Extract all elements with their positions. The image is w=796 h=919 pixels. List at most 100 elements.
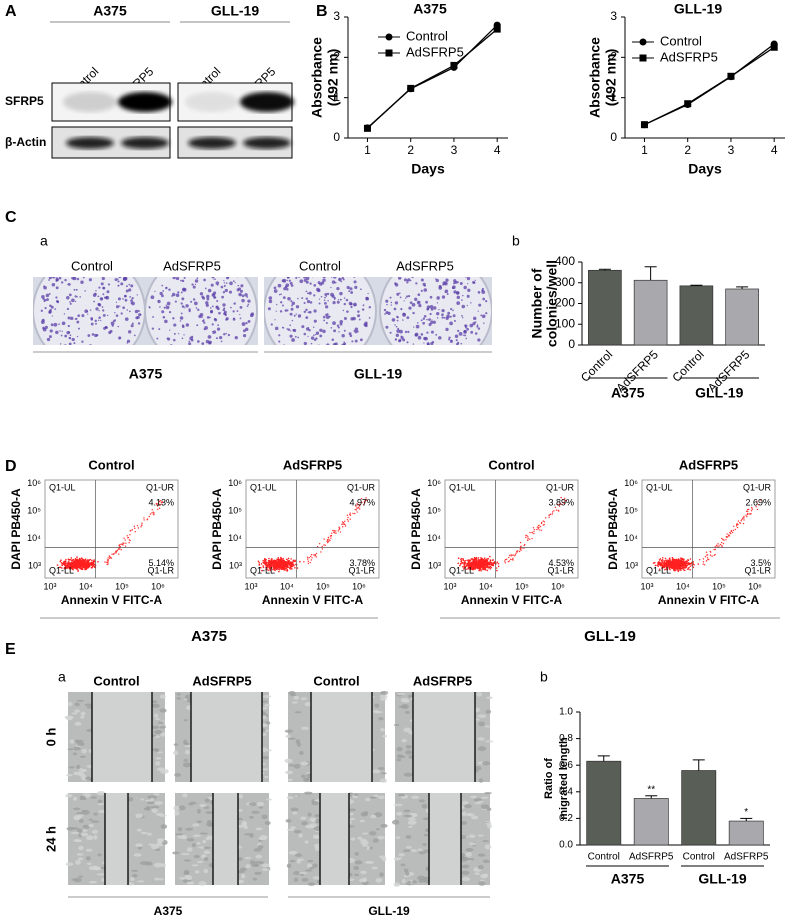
- cell: [293, 830, 302, 834]
- colony-dot: [222, 308, 225, 312]
- event-dot: [129, 534, 131, 536]
- event-dot: [273, 559, 275, 562]
- event-dot: [675, 565, 678, 567]
- colony-dot: [85, 273, 88, 276]
- event-dot: [290, 564, 293, 566]
- cell: [353, 865, 360, 871]
- event-dot: [487, 567, 490, 569]
- band: [185, 92, 239, 112]
- colony-dot: [394, 338, 398, 341]
- event-dot: [461, 557, 463, 560]
- colony-dot: [165, 345, 168, 348]
- cell: [150, 805, 160, 809]
- colony-dot: [201, 342, 205, 345]
- event-dot: [504, 558, 507, 561]
- well: [264, 277, 377, 345]
- cell: [252, 877, 258, 881]
- event-dot: [704, 555, 707, 558]
- colony-dot: [123, 273, 125, 275]
- colony-dot: [348, 269, 350, 271]
- event-dot: [527, 537, 529, 540]
- event-dot: [496, 561, 499, 563]
- band: [121, 137, 169, 149]
- colony-dot: [173, 345, 175, 347]
- cell: [182, 793, 188, 798]
- event-dot: [342, 526, 344, 528]
- cell: [418, 879, 425, 883]
- percent-label: 3.78%: [349, 558, 375, 568]
- event-dot: [339, 531, 342, 533]
- colony-dot: [196, 277, 199, 280]
- cell: [192, 823, 200, 827]
- colony-dot: [407, 330, 410, 334]
- event-dot: [282, 564, 284, 567]
- event-dot: [477, 567, 480, 569]
- event-dot: [728, 535, 731, 537]
- event-dot: [274, 567, 277, 570]
- colony-dot: [177, 332, 180, 335]
- colony-dot: [438, 308, 440, 311]
- annotation: **: [647, 784, 655, 795]
- colony-dot: [82, 277, 85, 279]
- colony-dot: [100, 319, 102, 322]
- cell: [401, 738, 407, 743]
- cell: [186, 838, 195, 842]
- colony-dot: [293, 270, 295, 272]
- colony-dot: [319, 334, 323, 338]
- event-dot: [661, 567, 663, 570]
- cell: [242, 820, 247, 826]
- plot-title: AdSFRP5: [679, 457, 738, 472]
- colony-dot: [319, 328, 323, 332]
- event-dot: [726, 533, 728, 535]
- cell: [239, 867, 247, 872]
- colony-dot: [90, 317, 94, 320]
- colony-dot: [313, 284, 317, 287]
- cell: [78, 875, 84, 878]
- cell: [244, 856, 251, 860]
- y-label: DAPI PB450-A: [409, 488, 423, 570]
- colony-dot: [395, 333, 400, 337]
- event-dot: [496, 569, 498, 572]
- colony-dot: [79, 296, 81, 298]
- colony-dot: [305, 277, 310, 281]
- colony-dot: [204, 346, 207, 349]
- percent-label: 4.53%: [548, 558, 574, 568]
- colony-dot: [70, 316, 74, 321]
- cell: [73, 838, 82, 842]
- event-dot: [721, 544, 723, 547]
- event-dot: [106, 561, 109, 564]
- event-dot: [714, 548, 717, 550]
- colony-dot: [134, 309, 139, 314]
- colony-dot: [423, 342, 425, 344]
- event-dot: [265, 564, 267, 566]
- percent-label: 3.5%: [750, 558, 771, 568]
- cell: [403, 868, 409, 873]
- event-dot: [277, 560, 279, 563]
- cell: [191, 864, 199, 867]
- colony-dot: [89, 309, 92, 311]
- colony-dot: [211, 277, 215, 279]
- cell: [81, 748, 87, 754]
- colony-dot: [348, 290, 351, 293]
- colony-dot: [180, 291, 183, 294]
- event-dot: [721, 541, 723, 544]
- event-dot: [529, 531, 531, 534]
- colony-dot: [54, 308, 57, 310]
- event-dot: [478, 561, 481, 563]
- quadrant-label: Q1-UL: [646, 482, 673, 492]
- colony-dot: [442, 281, 447, 285]
- cell: [261, 868, 270, 872]
- event-dot: [475, 562, 477, 564]
- colony-dot: [188, 309, 191, 313]
- x-label: Annexin V FITC-A: [262, 593, 364, 607]
- cell: [96, 873, 106, 876]
- cell: [183, 859, 192, 862]
- colony-dot: [211, 323, 214, 326]
- event-dot: [257, 560, 260, 563]
- colony-dot: [181, 279, 185, 283]
- colony-dot: [283, 287, 287, 291]
- cell: [73, 746, 81, 751]
- cell: [301, 774, 306, 779]
- cell: [76, 699, 84, 702]
- event-dot: [309, 561, 311, 564]
